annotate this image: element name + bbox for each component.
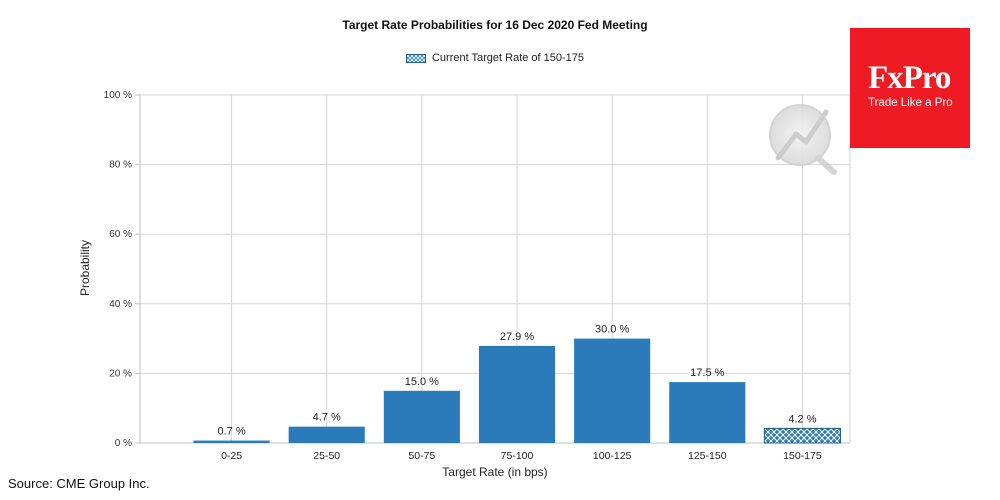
- y-tick-label: 40 %: [109, 299, 132, 310]
- y-tick-label: 80 %: [109, 160, 132, 171]
- logo-tagline: Trade Like a Pro: [868, 97, 953, 109]
- bar-150-175: [763, 427, 841, 444]
- x-axis-label: Target Rate (in bps): [442, 465, 547, 479]
- data-label: 4.2 %: [788, 413, 816, 425]
- y-tick-label: 0 %: [115, 438, 132, 449]
- legend-label: Current Target Rate of 150-175: [431, 52, 585, 64]
- chart-legend: Current Target Rate of 150-175: [140, 52, 850, 64]
- y-tick-label: 100 %: [104, 90, 132, 101]
- bar-75-100: [478, 345, 556, 443]
- x-tick-label: 25-50: [313, 450, 340, 462]
- fxpro-logo: FxPro Trade Like a Pro: [850, 28, 970, 148]
- source-note: Source: CME Group Inc.: [8, 476, 150, 491]
- bar-group: [193, 338, 841, 444]
- x-tick-label: 50-75: [408, 450, 435, 462]
- bar-50-75: [383, 390, 460, 443]
- data-label: 17.5 %: [690, 367, 724, 379]
- y-tick-label-group: 0 % 20 % 40 % 60 % 80 % 100 %: [104, 90, 132, 449]
- y-tick-label: 20 %: [109, 368, 132, 379]
- bar-25-50: [288, 426, 365, 443]
- data-label: 15.0 %: [405, 376, 439, 388]
- data-label-group: 0.7 % 4.7 % 15.0 % 27.9 % 30.0 % 17.5 % 4.2 %: [218, 324, 817, 438]
- data-label: 4.7 %: [313, 412, 341, 424]
- y-tick-label: 60 %: [109, 229, 132, 240]
- chart-title: Target Rate Probabilities for 16 Dec 202…: [342, 18, 648, 32]
- bar-0-25: [193, 440, 270, 443]
- y-axis-label: Probability: [78, 240, 92, 296]
- bar-125-150: [669, 382, 746, 443]
- watermark-logo-icon: [769, 104, 837, 175]
- x-tick-label: 0-25: [221, 450, 242, 462]
- data-label: 30.0 %: [595, 324, 629, 336]
- legend-swatch: [405, 53, 426, 63]
- x-tick-label: 75-100: [501, 450, 534, 462]
- data-label: 0.7 %: [218, 426, 246, 438]
- x-tick-label: 100-125: [593, 450, 632, 462]
- bar-100-125: [574, 338, 651, 443]
- data-label: 27.9 %: [500, 331, 534, 343]
- x-tick-label: 125-150: [688, 450, 727, 462]
- x-tick-label-group: 0-25 25-50 50-75 75-100 100-125 125-150 150-17…: [221, 450, 822, 462]
- x-tick-label: 150-175: [783, 450, 822, 462]
- logo-name: FxPro: [868, 60, 951, 96]
